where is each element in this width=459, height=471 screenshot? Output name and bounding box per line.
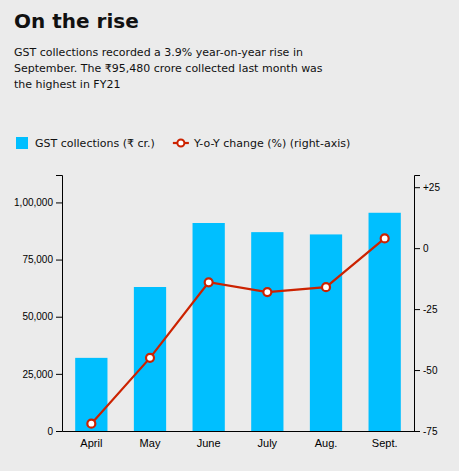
legend-swatch [16,137,28,149]
y2-tick-line [414,309,420,310]
y2-axis: -75 -50 -25 0 +25 [414,176,440,437]
chart: On the rise GST collections recorded a 3.… [0,0,459,471]
x-tick: April [80,431,102,449]
y2-tick: -75 [414,426,438,437]
x-tick-label: Sept. [372,437,398,449]
marker [322,283,330,291]
axis-line [415,176,421,432]
y2-tick-line [414,187,420,188]
subtitle-line: GST collections recorded a 3.9% year-on-… [14,46,303,59]
y2-tick-line [414,370,420,371]
y-tick: 25,000 [22,369,62,380]
legend-label: Y-o-Y change (%) (right-axis) [193,137,350,150]
y2-tick-label: -75 [423,426,438,437]
y-tick-line [56,260,62,261]
line [91,238,384,423]
x-axis: April May June July Aug. Sept. [63,431,415,449]
y-tick-line [56,374,62,375]
y2-tick-label: +25 [423,182,440,193]
legend-item: GST collections (₹ cr.) [16,137,155,150]
bar [193,223,225,431]
bar [75,358,107,431]
x-tick-label: April [80,437,102,449]
legend: GST collections (₹ cr.) Y-o-Y change (%) … [16,137,350,150]
axis-line [63,431,415,432]
bar [369,213,401,431]
x-tick: Sept. [372,431,398,449]
title: On the rise [14,9,139,33]
bar [310,234,342,431]
y-tick-label: 25,000 [22,369,53,380]
y-tick-line [56,202,62,203]
marker [205,278,213,286]
x-tick: June [197,431,221,449]
plot: April May June July Aug. Sept. 0 25,000 50,000 75… [14,176,440,449]
y2-tick: +25 [414,182,440,193]
y-tick-label: 0 [47,426,53,437]
y-tick: 0 [47,426,62,437]
x-tick-label: June [197,437,221,449]
subtitle-line: September. The ₹95,480 crore collected l… [14,62,323,75]
legend-marker [177,140,184,147]
y-tick: 50,000 [22,311,62,322]
markers [87,234,388,427]
subtitle-line: the highest in FY21 [14,78,120,91]
y-tick-line [56,431,62,432]
x-tick: July [258,431,278,449]
marker [146,354,154,362]
bar-series [75,213,401,431]
y2-tick-label: 0 [423,243,429,254]
subtitle: GST collections recorded a 3.9% year-on-… [14,46,323,91]
y2-tick-label: -50 [423,365,438,376]
y2-tick: -25 [414,304,438,315]
marker [87,420,95,428]
y2-tick-line [414,248,420,249]
marker [263,288,271,296]
x-tick-label: July [258,437,278,449]
marker [381,234,389,242]
x-tick-label: May [140,437,161,449]
y2-tick: -50 [414,365,438,376]
y-tick-line [56,317,62,318]
y-tick-label: 1,00,000 [14,197,53,208]
y-tick: 75,000 [22,254,62,265]
y2-tick: 0 [414,243,429,254]
y-tick-label: 75,000 [22,254,53,265]
legend-label: GST collections (₹ cr.) [35,137,155,150]
legend-item: Y-o-Y change (%) (right-axis) [173,137,350,150]
axis-line [56,176,63,432]
y2-tick-line [414,431,420,432]
x-tick: May [140,431,161,449]
y-axis: 0 25,000 50,000 75,000 1,00,000 [14,176,62,437]
marks [75,213,401,431]
y-tick-label: 50,000 [22,311,53,322]
bar [251,232,283,431]
bar [134,287,166,431]
x-tick: Aug. [315,431,338,449]
x-tick-label: Aug. [315,437,338,449]
y2-tick-label: -25 [423,304,438,315]
y-tick: 1,00,000 [14,197,62,208]
